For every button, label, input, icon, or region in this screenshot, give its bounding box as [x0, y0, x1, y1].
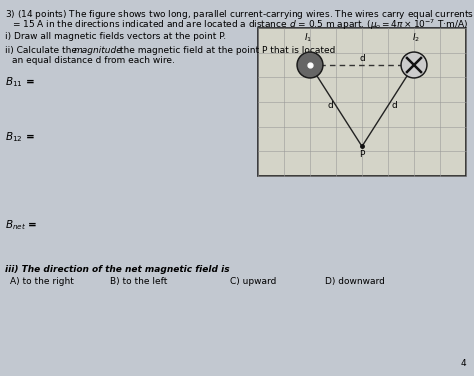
Text: P: P: [359, 150, 365, 159]
Text: = 15 A in the directions indicated and are located a distance $d$ = 0.5 m apart.: = 15 A in the directions indicated and a…: [12, 18, 468, 32]
Text: B) to the left: B) to the left: [110, 277, 167, 286]
Text: d: d: [327, 101, 333, 110]
Text: $B_{12}$ =: $B_{12}$ =: [5, 130, 35, 144]
Text: $I_2$: $I_2$: [412, 31, 420, 44]
Text: i) Draw all magnetic fields vectors at the point P.: i) Draw all magnetic fields vectors at t…: [5, 32, 226, 41]
Text: D) downward: D) downward: [325, 277, 385, 286]
Text: d: d: [359, 54, 365, 63]
Text: C) upward: C) upward: [230, 277, 276, 286]
Text: $B_{11}$ =: $B_{11}$ =: [5, 75, 35, 89]
Text: $B_{net}$ =: $B_{net}$ =: [5, 218, 37, 232]
Text: an equal distance d from each wire.: an equal distance d from each wire.: [12, 56, 175, 65]
Circle shape: [402, 53, 426, 76]
Text: d: d: [391, 101, 397, 110]
Text: 4: 4: [460, 359, 466, 368]
Text: iii) The direction of the net magnetic field is: iii) The direction of the net magnetic f…: [5, 265, 229, 274]
Text: ii) Calculate the: ii) Calculate the: [5, 46, 80, 55]
Text: the magnetic field at the point P that is located: the magnetic field at the point P that i…: [117, 46, 336, 55]
Text: A) to the right: A) to the right: [10, 277, 74, 286]
Circle shape: [401, 52, 427, 78]
Text: $I_1$: $I_1$: [304, 31, 312, 44]
Text: 3) (14 points) The figure shows two long, parallel current-carrying wires. The w: 3) (14 points) The figure shows two long…: [5, 8, 474, 21]
Circle shape: [299, 53, 321, 76]
Bar: [258, 28, 466, 176]
Text: magnitude: magnitude: [74, 46, 123, 55]
Circle shape: [297, 52, 323, 78]
